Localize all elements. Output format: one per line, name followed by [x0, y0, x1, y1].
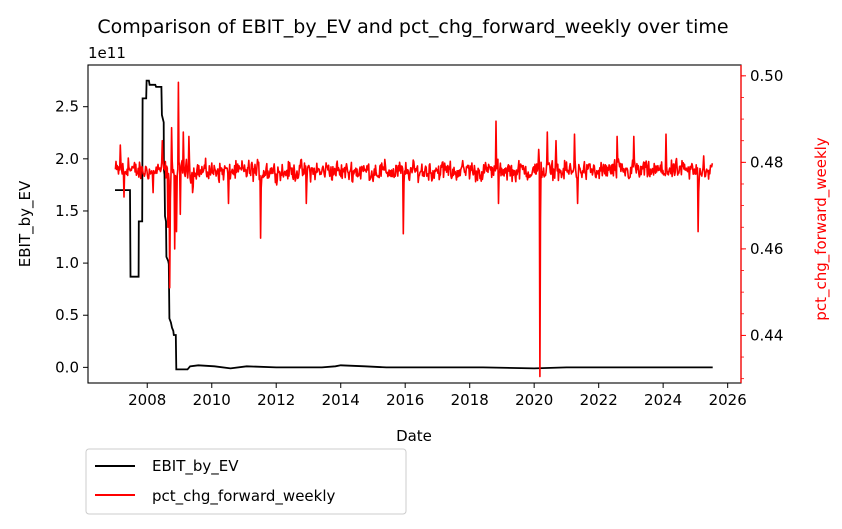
left-tick-label: 0.0	[55, 358, 79, 376]
x-axis-label: Date	[396, 427, 432, 445]
chart-title: Comparison of EBIT_by_EV and pct_chg_for…	[97, 16, 728, 38]
left-tick-label: 1.0	[55, 254, 79, 272]
right-tick-label: 0.48	[750, 153, 783, 171]
right-tick-label: 0.46	[750, 240, 783, 258]
left-tick-label: 1.5	[55, 202, 79, 220]
x-tick-label: 2008	[128, 391, 166, 409]
legend-box	[85, 448, 407, 515]
right-tick-label: 0.44	[750, 326, 783, 344]
plot-frame	[87, 64, 742, 384]
x-tick-label: 2022	[580, 391, 618, 409]
x-tick-label: 2012	[257, 391, 295, 409]
x-tick-label: 2020	[515, 391, 553, 409]
left-tick-label: 0.5	[55, 306, 79, 324]
x-tick-label: 2018	[451, 391, 489, 409]
legend-label-ebit: EBIT_by_EV	[152, 457, 239, 476]
x-tick-label: 2026	[709, 391, 747, 409]
right-axis: 0.44 0.46 0.48 0.50	[740, 65, 783, 383]
series-line-pct-chg-forward-weekly	[114, 81, 714, 378]
left-axis-label: EBIT_by_EV	[16, 180, 35, 267]
left-axis: 0.0 0.5 1.0 1.5 2.0 2.5	[55, 98, 88, 376]
left-tick-label: 2.5	[55, 98, 79, 116]
x-tick-label: 2016	[386, 391, 424, 409]
x-tick-label: 2014	[322, 391, 360, 409]
legend: EBIT_by_EV pct_chg_forward_weekly	[85, 448, 407, 515]
legend-label-pct: pct_chg_forward_weekly	[152, 487, 336, 506]
x-tick-label: 2010	[193, 391, 231, 409]
right-axis-label: pct_chg_forward_weekly	[812, 137, 831, 321]
left-tick-label: 2.0	[55, 150, 79, 168]
right-tick-label: 0.50	[750, 67, 783, 85]
series-layer	[114, 79, 714, 378]
left-offset-text: 1e11	[88, 44, 126, 62]
x-axis: 2008 2010 2012 2014 2016 2018 2020 2022 2024 2026	[128, 383, 747, 409]
x-tick-label: 2024	[644, 391, 682, 409]
series-line-ebit-by-ev	[115, 79, 713, 371]
